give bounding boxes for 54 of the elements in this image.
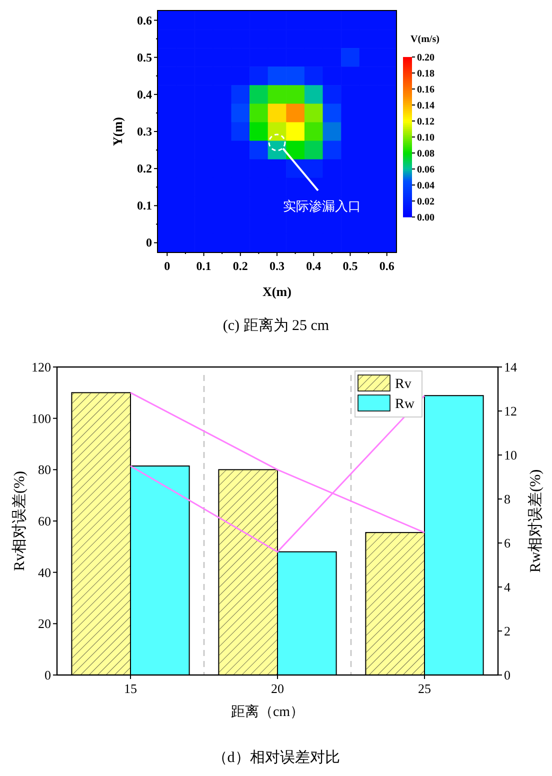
y-tick-label: 80	[38, 462, 51, 478]
x-tick-label: 25	[418, 681, 431, 696]
y-tick-label: 0	[146, 236, 152, 250]
y2-tick-label: 14	[504, 360, 518, 374]
x-tick-label: 15	[124, 681, 137, 696]
y2-tick-label: 0	[504, 668, 510, 682]
color-bar-label: 0.02	[417, 196, 434, 208]
y-tick-label: 40	[38, 564, 51, 580]
y-tick-label: 0.5	[137, 50, 152, 64]
color-bar-label: 0.12	[417, 116, 434, 128]
x-tick-label: 0.2	[232, 259, 248, 273]
legend-label: Rw	[395, 397, 416, 412]
x-tick-label: 0.1	[196, 259, 212, 273]
color-bar-label: 0.20	[417, 52, 434, 64]
color-bar-label: 0.16	[417, 84, 434, 96]
x-axis-title: X(m)	[262, 284, 292, 299]
y2-tick-label: 2	[504, 624, 510, 638]
text: (c) 距离为 25 cm	[222, 317, 330, 334]
y-tick-label: 0.2	[137, 162, 152, 176]
x-tick-label: 0	[164, 259, 170, 273]
y-tick-label: 0.4	[137, 87, 152, 102]
legend-label: Rv	[395, 377, 412, 392]
y-tick-label: 120	[32, 360, 51, 374]
y-tick-label: 60	[38, 514, 51, 528]
x-tick-label: 20	[271, 681, 284, 696]
color-bar-label: 0.18	[417, 68, 434, 80]
y-tick-label: 0	[44, 668, 51, 682]
color-bar-label: 0.04	[417, 180, 434, 192]
annotation: 实际渗漏入口	[283, 198, 361, 214]
y2-tick-label: 4	[504, 580, 511, 594]
color-bar-label: 0.08	[417, 148, 434, 160]
x-tick-label: 0.3	[270, 259, 284, 273]
y2-tick-label: 12	[504, 404, 517, 418]
y2-tick-label: 6	[504, 536, 511, 550]
color-bar-label: 0.06	[417, 164, 434, 176]
color-bar-label: 0.10	[417, 132, 434, 144]
y-tick-label: 20	[38, 616, 51, 632]
y-axis-title: Rv相对误差(%)	[11, 471, 28, 571]
text: （d）相对误差对比	[212, 749, 340, 766]
color-bar-label: 0.00	[417, 212, 434, 224]
y-tick-label: 100	[32, 410, 51, 426]
y2-tick-label: 8	[504, 492, 510, 506]
y-tick-label: 0.6	[137, 13, 152, 28]
y2-tick-label: 10	[504, 448, 517, 462]
x-axis-title: 距离（cm）	[230, 704, 304, 720]
x-tick-label: 0.6	[379, 259, 394, 273]
y2-axis-title: Rw相对误差(%)	[527, 469, 544, 573]
x-tick-label: 0.5	[342, 259, 358, 273]
x-tick-label: 0.4	[306, 259, 322, 273]
y-tick-label: 0.1	[137, 198, 152, 213]
y-tick-label: 0.3	[137, 124, 152, 138]
color-bar-label: 0.14	[417, 100, 434, 112]
color-bar-title: V(m/s)	[410, 34, 440, 45]
y-axis-title: Y(m)	[110, 117, 125, 146]
